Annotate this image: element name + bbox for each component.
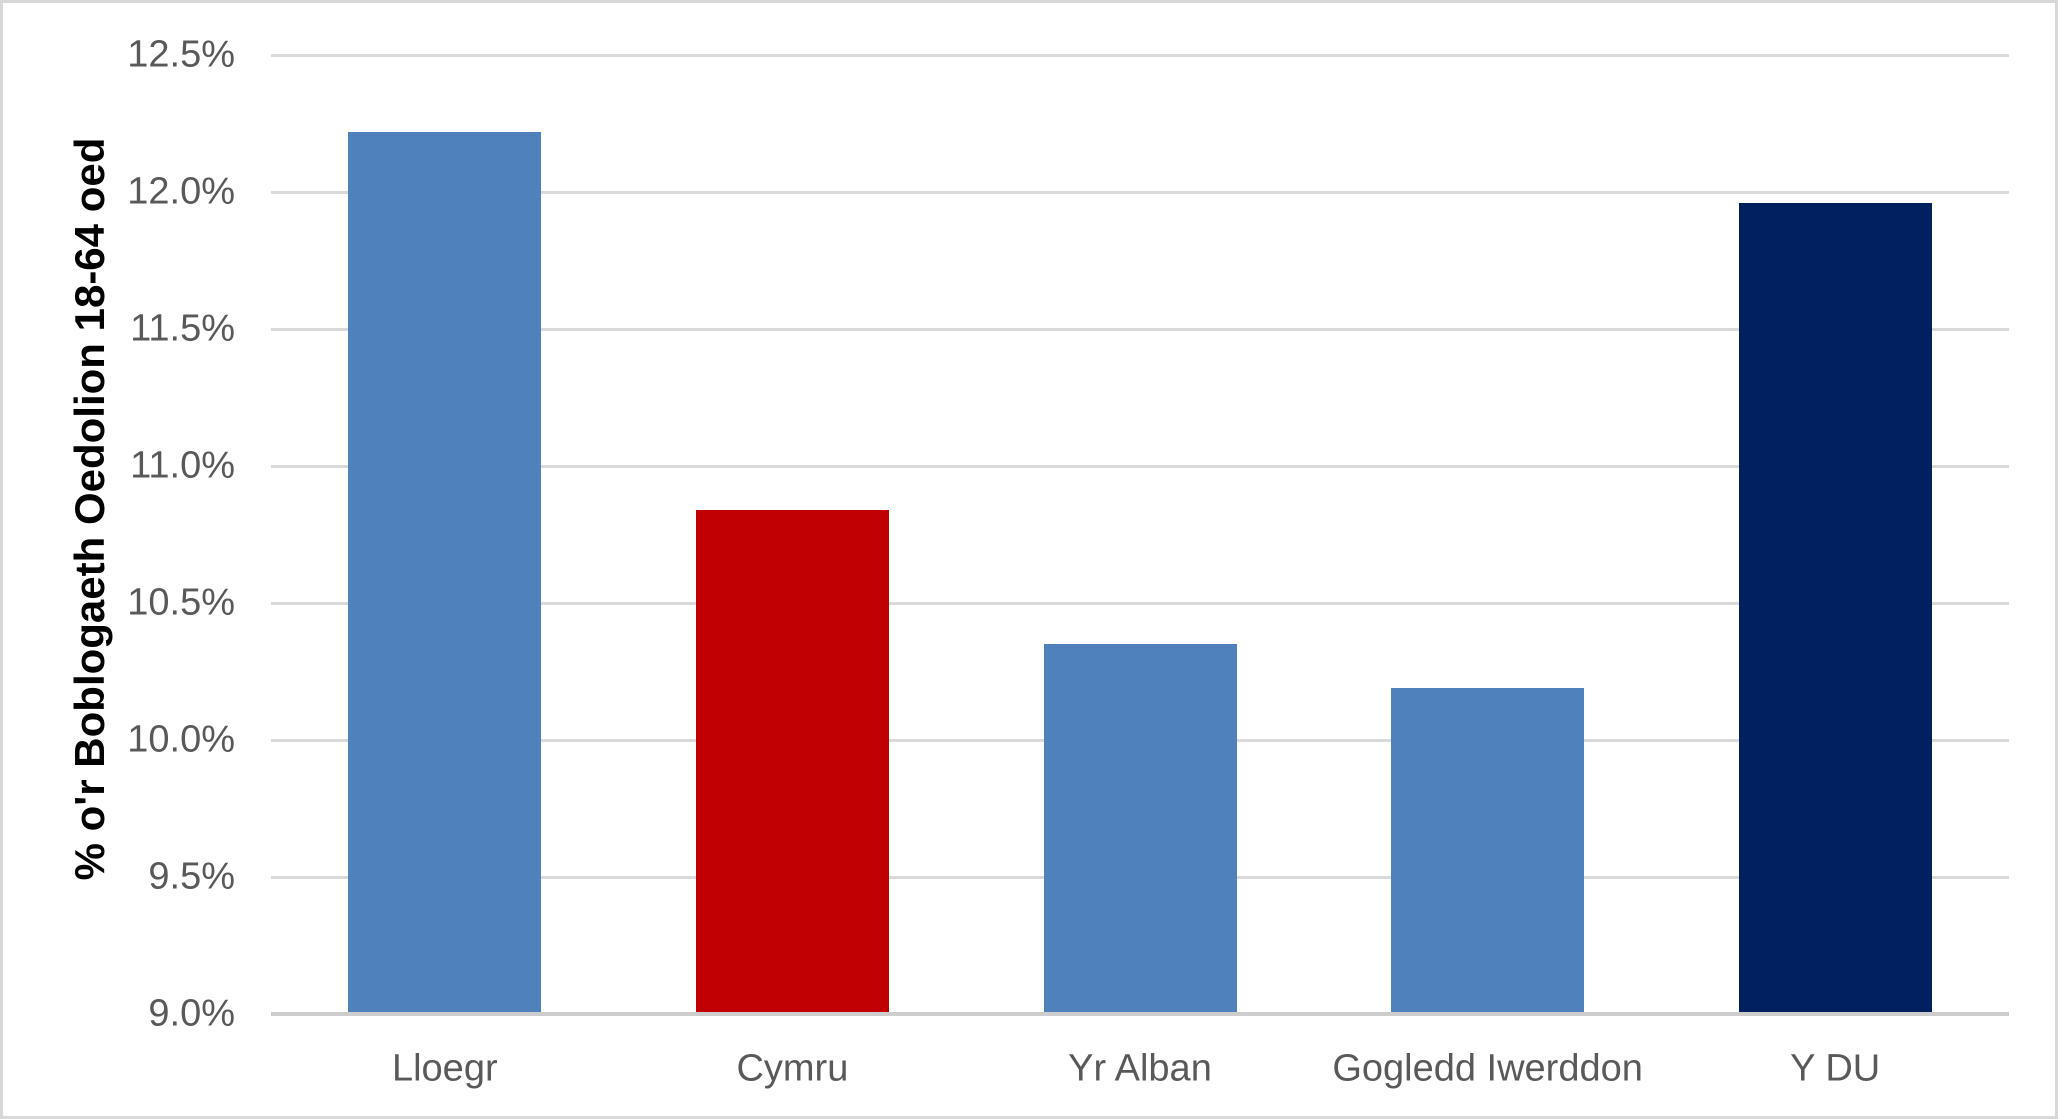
y-axis-title: % o'r Boblogaeth Oedolion 18-64 oed — [66, 137, 113, 881]
plot-area: 9.0% 9.5% 10.0% 10.5% 11.0% 11.5% 12.0% 12.5% Ll… — [3, 3, 2055, 1116]
bar-y-du — [1738, 202, 1932, 1012]
bar-cymru — [695, 509, 889, 1012]
bar-lloegr — [348, 131, 542, 1012]
y-axis-tick-label: 12.0% — [127, 170, 235, 213]
bar-gogledd-iwerddon — [1391, 687, 1585, 1012]
gridline — [271, 53, 2009, 57]
x-axis-line — [271, 1012, 2009, 1016]
y-axis-tick-label: 9.5% — [148, 855, 235, 898]
x-category-label: Yr Alban — [1068, 1047, 1212, 1090]
bar-yr-alban — [1043, 644, 1237, 1012]
gridline — [271, 601, 2009, 605]
gridline — [271, 464, 2009, 468]
y-axis-tick-label: 11.5% — [130, 307, 235, 350]
y-axis-tick-label: 12.5% — [127, 33, 235, 76]
y-axis-tick-label: 9.0% — [148, 992, 235, 1035]
x-category-label: Cymru — [736, 1047, 849, 1090]
x-category-label: Lloegr — [391, 1047, 498, 1090]
y-axis-tick-label: 11.0% — [130, 444, 235, 487]
y-axis-tick-label: 10.0% — [127, 718, 235, 761]
gridline — [271, 327, 2009, 331]
x-category-label: Gogledd Iwerddon — [1332, 1047, 1643, 1090]
gridline — [271, 190, 2009, 194]
y-axis-tick-label: 10.5% — [127, 581, 235, 624]
x-category-label: Y DU — [1790, 1047, 1881, 1090]
